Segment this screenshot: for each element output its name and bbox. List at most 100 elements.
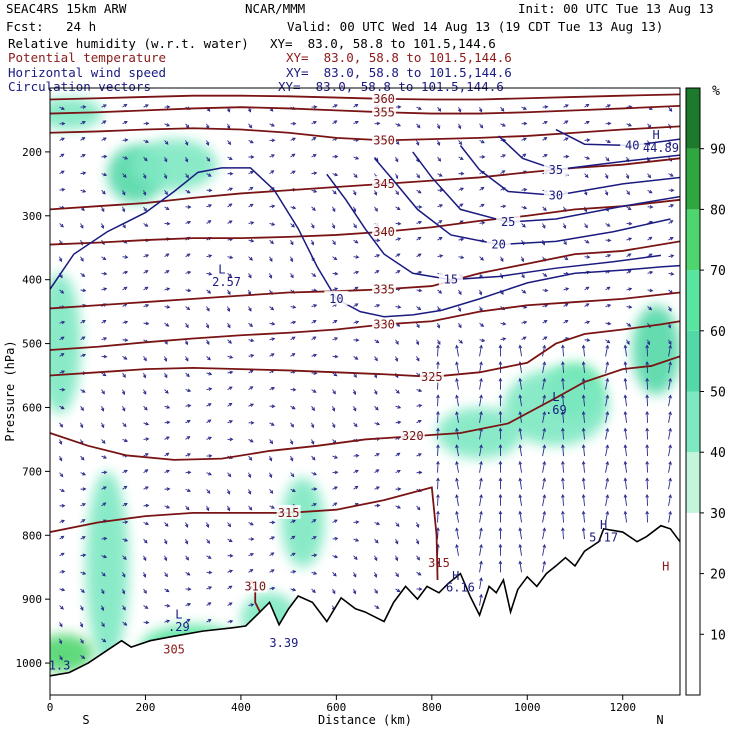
- wind-vector-head: [543, 336, 548, 340]
- wind-vector-head: [647, 174, 652, 179]
- wind-vector-head: [397, 305, 402, 309]
- wind-vector-head: [334, 154, 339, 159]
- y-tick-label: 400: [22, 274, 42, 287]
- wind-vector-head: [82, 171, 87, 176]
- wind-vector-head: [376, 486, 380, 490]
- wind-vector-head: [205, 324, 210, 329]
- wind-vector: [542, 511, 546, 523]
- wind-vector-head: [208, 472, 212, 476]
- wind-contour-line: [459, 145, 680, 197]
- wind-vector-head: [143, 207, 147, 212]
- theta-contour-label-bg: [372, 90, 397, 105]
- wind-vector-head: [498, 344, 503, 349]
- wind-vector-head: [333, 120, 338, 124]
- wind-vector-head: [645, 410, 649, 415]
- wind-vector-head: [542, 427, 547, 432]
- wind-vector-head: [250, 238, 255, 243]
- wind-vector-head: [375, 406, 379, 411]
- wind-vector-head: [623, 394, 628, 399]
- wind-vector-head: [145, 437, 150, 441]
- wind-vector-head: [542, 377, 547, 382]
- wind-vector-head: [606, 339, 611, 344]
- wind-vector-head: [417, 306, 422, 311]
- wind-vector-head: [163, 357, 168, 362]
- wind-vector-head: [561, 444, 565, 448]
- wind-vector-head: [498, 394, 503, 399]
- wind-vector: [519, 395, 522, 407]
- wind-vector-head: [436, 477, 440, 482]
- wind-vector-head: [523, 187, 528, 192]
- wind-vector-head: [207, 602, 212, 606]
- wind-vector-head: [628, 305, 633, 309]
- wind-vector-head: [250, 221, 255, 225]
- wind-vector: [479, 411, 482, 423]
- wind-vector-head: [498, 361, 503, 365]
- colorbar-unit: %: [712, 84, 720, 99]
- wind-vector-head: [187, 587, 192, 591]
- wind-vector-head: [145, 486, 149, 490]
- wind-vector-head: [518, 427, 523, 432]
- wind-vector-head: [59, 274, 63, 279]
- wind-vector: [605, 378, 609, 390]
- wind-vector-head: [311, 456, 316, 461]
- wind-vector-head: [310, 424, 315, 429]
- wind-vector-head: [561, 510, 565, 515]
- wind-vector-head: [518, 477, 523, 482]
- wind-vector-head: [143, 157, 148, 162]
- wind-vector-head: [184, 341, 189, 346]
- wind-vector-head: [436, 493, 440, 498]
- wind-vector-head: [605, 157, 610, 162]
- wind-vector-head: [542, 344, 547, 349]
- wind-vector-head: [311, 224, 315, 229]
- colorbar-tick-label: 20: [710, 568, 726, 583]
- wind-vector-head: [607, 321, 612, 326]
- wind-vector-head: [61, 370, 66, 374]
- wind-vector-head: [459, 203, 464, 207]
- wind-vector: [562, 461, 564, 473]
- wind-vector-head: [103, 486, 107, 490]
- wind-vector-head: [250, 353, 255, 358]
- wind-vector-head: [646, 341, 651, 346]
- wind-vector-head: [623, 410, 628, 415]
- wind-vector-head: [205, 507, 210, 512]
- theta-contour-label: 360: [373, 92, 395, 106]
- wind-vector-head: [270, 306, 275, 311]
- wind-vector: [624, 411, 627, 423]
- wind-vector: [519, 511, 522, 523]
- wind-vector-head: [374, 357, 378, 362]
- wind-vector: [668, 494, 672, 506]
- wind-vector-head: [522, 223, 526, 228]
- theta-contour-label: 310: [244, 579, 266, 593]
- wind-vector-head: [418, 388, 423, 393]
- wind-vector-head: [292, 121, 297, 126]
- wind-vector-head: [61, 106, 65, 110]
- wind-vector: [456, 411, 459, 423]
- field-theta-xy: XY= 83.0, 58.8 to 101.5,144.6: [286, 50, 512, 65]
- wind-vector-head: [124, 538, 129, 542]
- y-tick-label: 1000: [16, 657, 43, 670]
- wind-vector-head: [565, 104, 569, 108]
- wind-vector-head: [478, 108, 483, 113]
- wind-vector-head: [185, 556, 189, 561]
- wind-vector-head: [523, 106, 527, 110]
- wind-vector-head: [376, 421, 381, 426]
- wind-vector-head: [455, 411, 459, 415]
- wind-contour-label: 10: [329, 292, 343, 306]
- wind-vector-head: [586, 338, 591, 342]
- wind-vector-head: [523, 121, 528, 126]
- wind-vector-head: [103, 470, 108, 475]
- wind-vector: [668, 445, 672, 457]
- wind-vector-head: [334, 104, 338, 108]
- wind-vector-head: [645, 361, 649, 365]
- colorbar-swatch: [686, 391, 700, 453]
- wind-vector: [582, 361, 585, 374]
- wind-vector-head: [313, 472, 317, 476]
- colorbar-tick-label: 40: [710, 446, 726, 461]
- wind-vector-head: [208, 436, 212, 441]
- field-rh-name: Relative humidity (w.r.t. water): [8, 36, 249, 51]
- wind-vector-head: [584, 174, 589, 178]
- wind-vector-head: [542, 560, 547, 565]
- x-tick-label: 400: [231, 701, 251, 714]
- wind-vector: [519, 528, 522, 540]
